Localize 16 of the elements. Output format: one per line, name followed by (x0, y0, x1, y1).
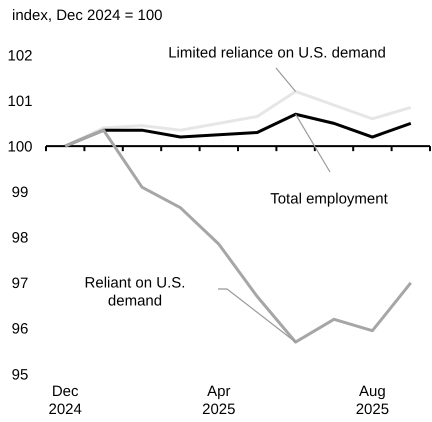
y-tick-label: 102 (7, 47, 33, 64)
y-tick-label: 99 (12, 184, 28, 201)
text: Limited reliance on U.S. demand (168, 44, 386, 62)
chart-title: index, Dec 2024 = 100 (12, 7, 163, 24)
y-tick-label: 98 (12, 230, 28, 247)
y-tick-label: 100 (7, 138, 33, 156)
y-tick-label: 97 (12, 275, 28, 292)
text: Total employment (270, 190, 389, 208)
y-tick-label: 96 (12, 320, 28, 338)
text: Reliant on U.S. demand (84, 274, 186, 310)
x-tick-label: Aug 2025 (356, 383, 390, 418)
x-tick-label: Apr 2025 (202, 383, 236, 418)
line-series (64, 128, 412, 344)
x-tick-label: Dec 2024 (48, 383, 82, 418)
y-tick-label: 101 (7, 92, 33, 110)
y-tick-label: 95 (12, 366, 28, 384)
